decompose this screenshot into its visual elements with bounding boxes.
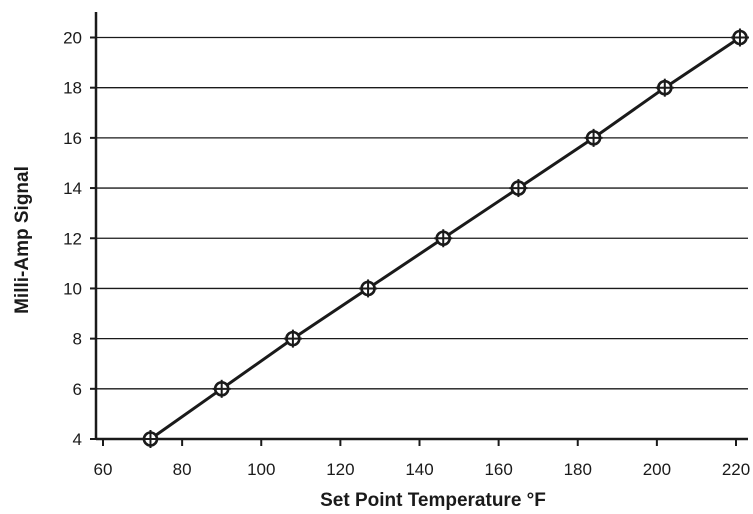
x-tick-label: 200 [643,460,671,479]
series-layer [141,28,749,448]
x-tick-label: 60 [94,460,113,479]
gridlines [96,36,748,390]
x-tick-label: 180 [564,460,592,479]
data-point [141,430,160,448]
axes [94,12,748,441]
data-point [359,279,378,298]
x-tick-label: 140 [405,460,433,479]
y-tick-labels: 4 6 8 10 12 14 16 18 20 [63,29,82,450]
x-tick-label: 80 [173,460,192,479]
y-tick-label: 10 [63,279,82,298]
y-tick-label: 16 [63,129,82,148]
data-point [434,229,453,248]
y-axis-title: Milli-Amp Signal [12,166,33,314]
x-axis-title: Set Point Temperature °F [320,490,546,511]
y-tick-label: 14 [63,179,82,198]
x-tick-label: 220 [722,460,750,479]
data-point [584,128,603,147]
y-tick-label: 20 [63,29,82,48]
data-point [283,329,302,348]
y-tick-label: 4 [73,430,82,449]
x-tick-label: 100 [247,460,275,479]
y-tick-label: 8 [73,330,82,349]
data-point [655,78,674,97]
x-tick-label: 120 [326,460,354,479]
x-tick-label: 160 [484,460,512,479]
data-point [212,379,231,398]
y-tick-label: 6 [73,380,82,399]
x-tick-labels: 60 80 100 120 140 160 180 200 220 [94,460,751,479]
data-point [509,179,528,198]
tick-marks [90,36,737,446]
data-point [730,28,749,47]
y-tick-label: 18 [63,79,82,98]
y-tick-label: 12 [63,229,82,248]
